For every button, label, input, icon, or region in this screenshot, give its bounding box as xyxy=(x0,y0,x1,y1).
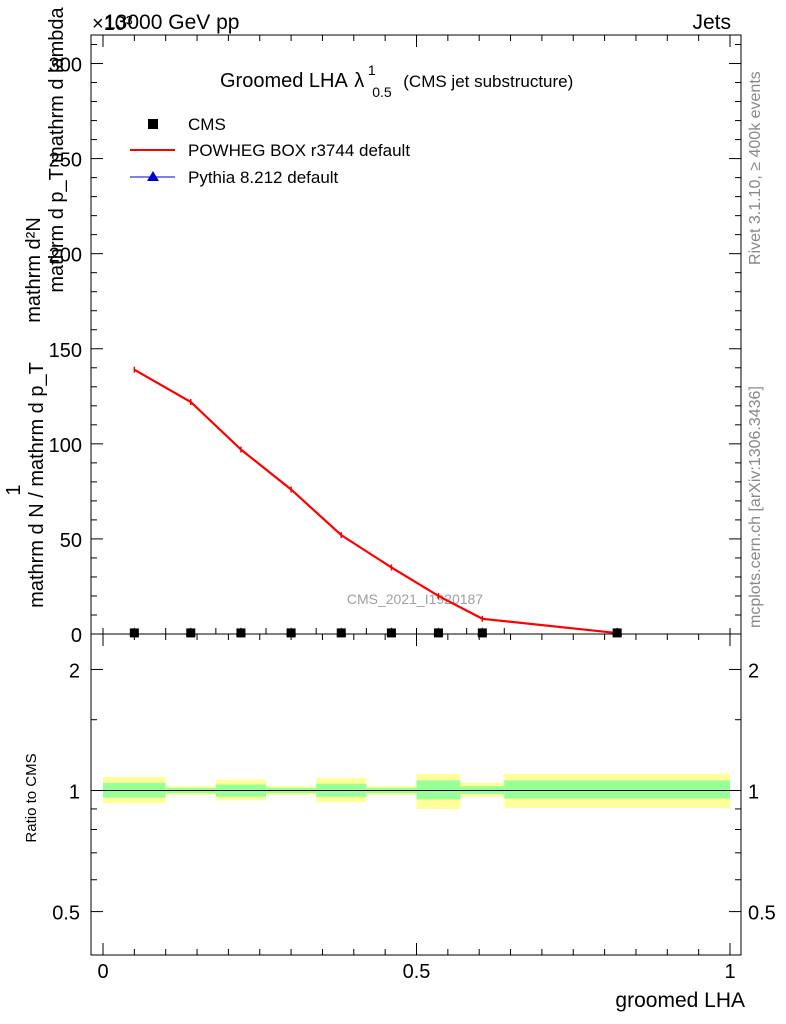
ratio-ytick-label-right-2: 2 xyxy=(748,660,759,682)
cms-point-8 xyxy=(612,628,622,638)
energy-label: 13000 GeV pp xyxy=(104,11,239,34)
ratio-ytick-label-right-1: 1 xyxy=(748,782,759,804)
chart-title: Groomed LHA λ 1 0.5 (CMS jet substructur… xyxy=(220,58,573,102)
ratio-ylabel: Ratio to CMS xyxy=(23,753,40,842)
cms-point-1 xyxy=(186,628,196,638)
legend: CMS POWHEG BOX r3744 default Pythia 8.21… xyxy=(130,115,410,187)
chart-title-sub: 0.5 xyxy=(372,84,392,100)
chart-title-main: Groomed LHA xyxy=(220,70,348,92)
exponent-label: ×10³ xyxy=(92,13,133,35)
x-tick-label-2: 1 xyxy=(724,961,735,983)
x-axis-label: groomed LHA xyxy=(615,989,745,1012)
main-ytick-label-2: 100 xyxy=(49,435,82,457)
legend-cms-marker xyxy=(148,119,158,129)
main-ytick-label-5: 250 xyxy=(49,150,82,172)
cms-point-3 xyxy=(286,628,296,638)
cms-point-7 xyxy=(477,628,487,638)
ratio-bands xyxy=(103,773,730,809)
watermark: CMS_2021_I1920187 xyxy=(347,591,483,607)
rivet-label: Rivet 3.1.10, ≥ 400k events xyxy=(747,71,764,265)
main-ytick-label-0: 0 xyxy=(71,625,82,647)
ratio-ytick-label-left-2: 2 xyxy=(69,660,80,682)
x-tick-label-0: 0 xyxy=(97,961,108,983)
ratio-ytick-label-left-0: 0.5 xyxy=(52,903,80,925)
main-ytick-label-6: 300 xyxy=(49,55,82,77)
cms-point-6 xyxy=(433,628,443,638)
cms-point-0 xyxy=(129,628,139,638)
legend-pythia-label: Pythia 8.212 default xyxy=(188,168,339,187)
main-axes: 0 50 100 150 200 250 300 xyxy=(49,35,741,647)
cms-point-4 xyxy=(336,628,346,638)
x-tick-label-1: 0.5 xyxy=(403,961,431,983)
process-label: Jets xyxy=(692,11,731,34)
ratio-inner-band-6 xyxy=(416,780,461,800)
ratio-plot-frame xyxy=(90,633,742,956)
main-bin-dividers xyxy=(102,628,731,634)
ratio-inner-band-8 xyxy=(504,780,730,799)
chart-title-lambda: λ xyxy=(354,70,364,92)
main-ylabel-prefix-denominator: mathrm d N / mathrm d p_T xyxy=(26,362,48,608)
main-ytick-label-1: 50 xyxy=(60,530,82,552)
legend-cms-label: CMS xyxy=(188,115,226,134)
main-ylabel-numerator: mathrm d²N xyxy=(23,217,45,323)
main-ylabel-denominator: mathrm d p_T mathrm d lambda xyxy=(46,6,68,292)
mcplots-label: mcplots.cern.ch [arXiv:1306.3436] xyxy=(747,386,764,628)
chart-title-suffix: (CMS jet substructure) xyxy=(403,72,573,91)
main-series xyxy=(129,366,623,638)
main-ytick-label-3: 150 xyxy=(49,340,82,362)
cms-point-5 xyxy=(386,628,396,638)
cms-point-2 xyxy=(236,628,246,638)
chart-title-sup: 1 xyxy=(368,62,376,78)
main-ytick-label-4: 200 xyxy=(49,245,82,267)
ratio-ytick-label-left-1: 1 xyxy=(69,782,80,804)
legend-pythia-marker xyxy=(147,171,159,181)
legend-powheg-label: POWHEG BOX r3744 default xyxy=(188,141,410,160)
ratio-axes: 0.5 0.5 1 1 2 2 0 0.5 1 xyxy=(52,634,776,983)
ratio-ytick-label-right-0: 0.5 xyxy=(748,903,776,925)
main-ylabel-prefix: 1 xyxy=(3,484,25,495)
